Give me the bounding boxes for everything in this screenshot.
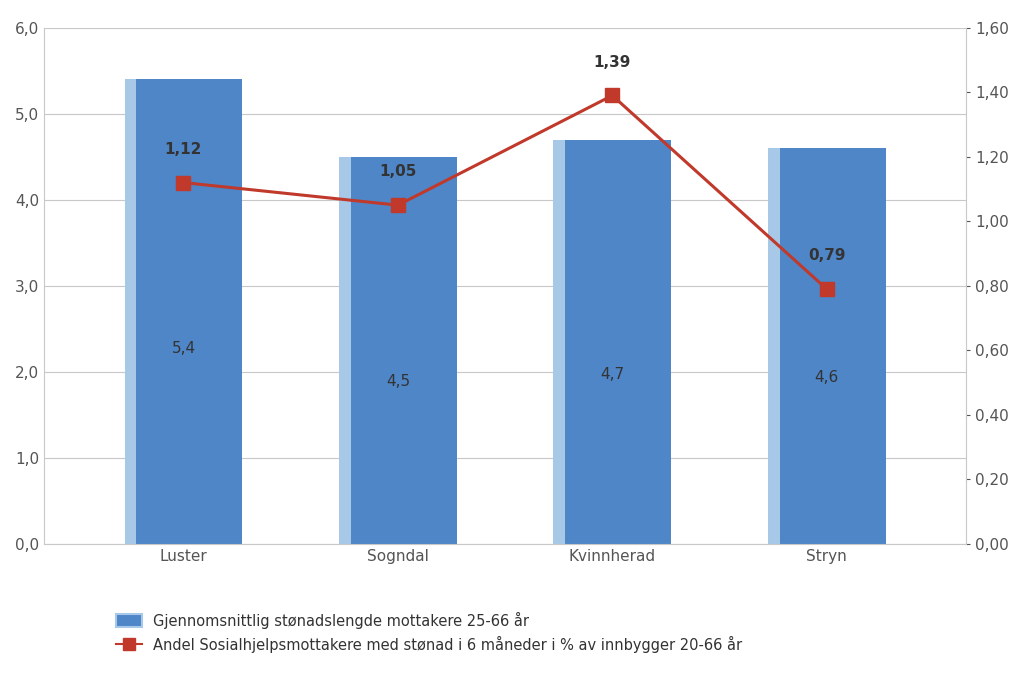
- Legend: Gjennomsnittlig stønadslengde mottakere 25-66 år, Andel Sosialhjelpsmottakere me: Gjennomsnittlig stønadslengde mottakere …: [110, 606, 749, 659]
- Text: 4,7: 4,7: [600, 367, 625, 382]
- Bar: [125, 79, 136, 544]
- Bar: [768, 148, 779, 544]
- Bar: [339, 157, 457, 544]
- Text: 4,5: 4,5: [386, 374, 410, 389]
- Bar: [339, 157, 351, 544]
- Text: 1,05: 1,05: [379, 164, 417, 180]
- Bar: [768, 148, 886, 544]
- Text: 0,79: 0,79: [808, 248, 846, 263]
- Bar: [125, 79, 243, 544]
- Bar: [553, 139, 565, 544]
- Bar: [553, 139, 672, 544]
- Text: 1,12: 1,12: [165, 142, 202, 157]
- Text: 5,4: 5,4: [171, 341, 196, 356]
- Text: 1,39: 1,39: [594, 55, 631, 70]
- Text: 4,6: 4,6: [815, 370, 839, 385]
